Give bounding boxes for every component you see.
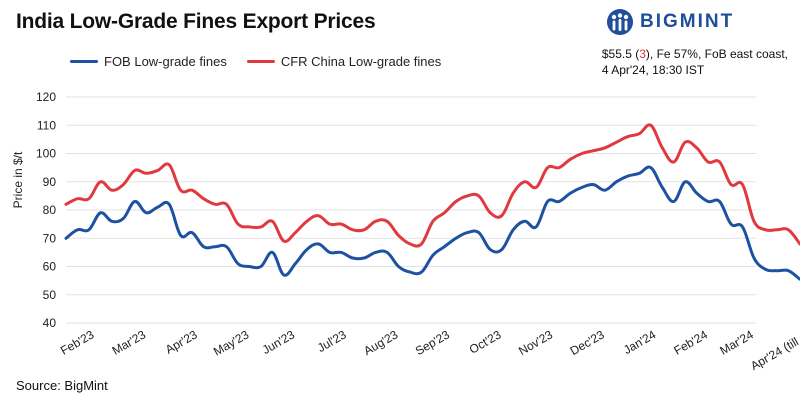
price-note-line-2: 4 Apr'24, 18:30 IST (601, 63, 705, 77)
price-note: $55.5 (3), Fe 57%, FoB east coast, 4 Apr… (602, 46, 788, 78)
y-tick-label: 70 (43, 231, 57, 245)
y-tick-label: 40 (43, 316, 57, 330)
legend-swatch-fob (70, 60, 98, 63)
series-lines (64, 123, 800, 281)
y-tick-label: 100 (36, 147, 56, 161)
x-tick-label: Jan'24 (621, 327, 659, 357)
series-line-cfr (64, 123, 800, 248)
legend-swatch-cfr (246, 60, 275, 63)
x-tick-label: Feb'23 (58, 327, 97, 357)
price-note-line-1: $55.5 (3), Fe 57%, FoB east coast, (602, 46, 788, 62)
x-tick-label: Apr'24 (till 4) (748, 327, 800, 373)
x-tick-label: Sep'23 (413, 327, 452, 358)
x-axis-ticks: Feb'23 Mar'23 Apr'23 May'23 Jun'23 Jul'23 Aug'… (58, 327, 800, 373)
y-tick-label: 80 (43, 203, 57, 217)
price-change-close: ) (645, 47, 650, 61)
x-tick-label: Jul'23 (315, 327, 349, 355)
legend-item-fob: FOB Low-grade fines (70, 54, 227, 69)
legend-label-fob: FOB Low-grade fines (104, 54, 227, 69)
price-value: $55.5 (601, 47, 632, 61)
price-spec: , Fe 57%, FoB east coast, (649, 47, 788, 61)
y-axis-label: Price in $/t (11, 151, 25, 208)
x-tick-label: May'23 (211, 327, 251, 358)
price-change-value: 3 (639, 47, 646, 61)
y-tick-label: 60 (43, 260, 57, 274)
x-tick-label: Jun'23 (260, 327, 298, 357)
gridlines (66, 96, 756, 324)
series-line-fob (64, 165, 800, 281)
y-tick-label: 90 (43, 175, 57, 189)
brand-name: BIGMINT (640, 11, 735, 32)
legend-label-cfr: CFR China Low-grade fines (280, 54, 442, 69)
chart-legend: FOB Low-grade fines CFR China Low-grade … (70, 54, 461, 69)
x-tick-label: Aug'23 (361, 327, 400, 358)
price-change-open: ( (631, 47, 640, 61)
x-tick-label: Dec'23 (568, 327, 607, 358)
y-tick-label: 50 (43, 288, 57, 302)
y-tick-label: 110 (37, 118, 56, 132)
chart-title: India Low-Grade Fines Export Prices (16, 10, 376, 33)
source-label: Source: BigMint (16, 378, 108, 393)
y-tick-label: 120 (36, 90, 56, 104)
brand-logo: BIGMINT (606, 8, 734, 36)
x-tick-label: Mar'23 (110, 327, 149, 357)
x-tick-label: Oct'23 (467, 327, 504, 356)
y-axis-ticks: 40 50 60 70 80 90 100 110 120 (36, 90, 56, 330)
x-tick-label: Feb'24 (671, 327, 710, 357)
legend-item-cfr: CFR China Low-grade fines (246, 54, 442, 69)
x-tick-label: Apr'23 (163, 327, 200, 356)
bigmint-logo-icon (607, 9, 633, 35)
x-tick-label: Nov'23 (516, 327, 555, 358)
x-tick-label: Mar'24 (717, 327, 756, 357)
